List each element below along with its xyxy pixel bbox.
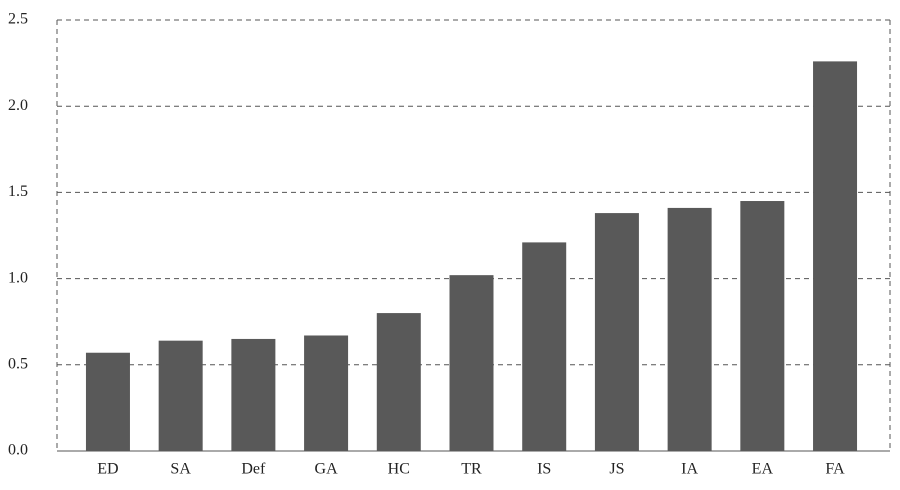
x-tick-label: TR — [461, 461, 482, 478]
x-tick-label: IS — [537, 461, 551, 478]
x-tick-label: ED — [97, 461, 118, 478]
bar — [667, 207, 712, 451]
bar — [522, 242, 567, 451]
y-tick-label: 0.0 — [8, 442, 28, 459]
bar — [813, 61, 858, 451]
x-tick-label: GA — [315, 461, 339, 478]
bar — [231, 338, 276, 451]
bar — [85, 352, 130, 451]
x-tick-label: JS — [609, 461, 624, 478]
y-tick-label: 2.5 — [8, 11, 28, 28]
bar — [449, 275, 494, 451]
y-tick-label: 2.0 — [8, 97, 28, 114]
y-tick-label: 1.0 — [8, 269, 28, 286]
x-tick-label: FA — [825, 461, 845, 478]
x-tick-label: IA — [681, 461, 698, 478]
bar — [594, 213, 639, 451]
bar — [304, 335, 349, 451]
x-tick-label: EA — [752, 461, 774, 478]
y-tick-label: 0.5 — [8, 355, 28, 372]
x-tick-label: HC — [388, 461, 410, 478]
bar — [740, 201, 785, 451]
bar — [376, 313, 421, 451]
x-tick-label: SA — [170, 461, 191, 478]
y-tick-label: 1.5 — [8, 183, 28, 200]
bar — [158, 340, 203, 451]
x-tick-label: Def — [241, 461, 266, 478]
